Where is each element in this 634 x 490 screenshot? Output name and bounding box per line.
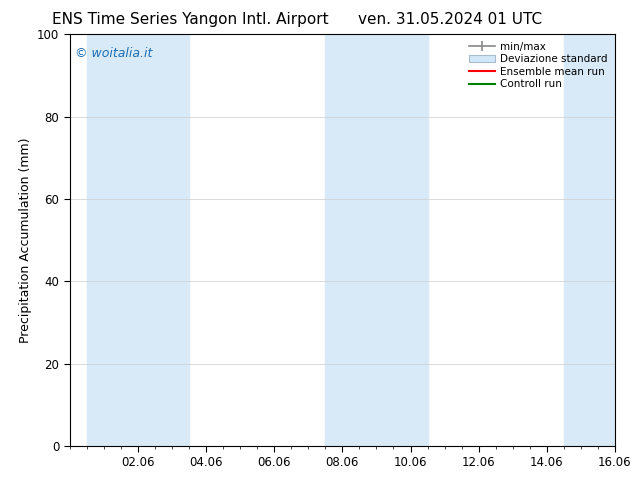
Y-axis label: Precipitation Accumulation (mm): Precipitation Accumulation (mm)	[18, 137, 32, 343]
Bar	[325, 34, 427, 446]
Text: © woitalia.it: © woitalia.it	[75, 47, 153, 60]
Legend: min/max, Deviazione standard, Ensemble mean run, Controll run: min/max, Deviazione standard, Ensemble m…	[467, 40, 610, 92]
Text: ven. 31.05.2024 01 UTC: ven. 31.05.2024 01 UTC	[358, 12, 542, 27]
Bar	[564, 34, 615, 446]
Text: ENS Time Series Yangon Intl. Airport: ENS Time Series Yangon Intl. Airport	[52, 12, 328, 27]
Bar	[87, 34, 189, 446]
